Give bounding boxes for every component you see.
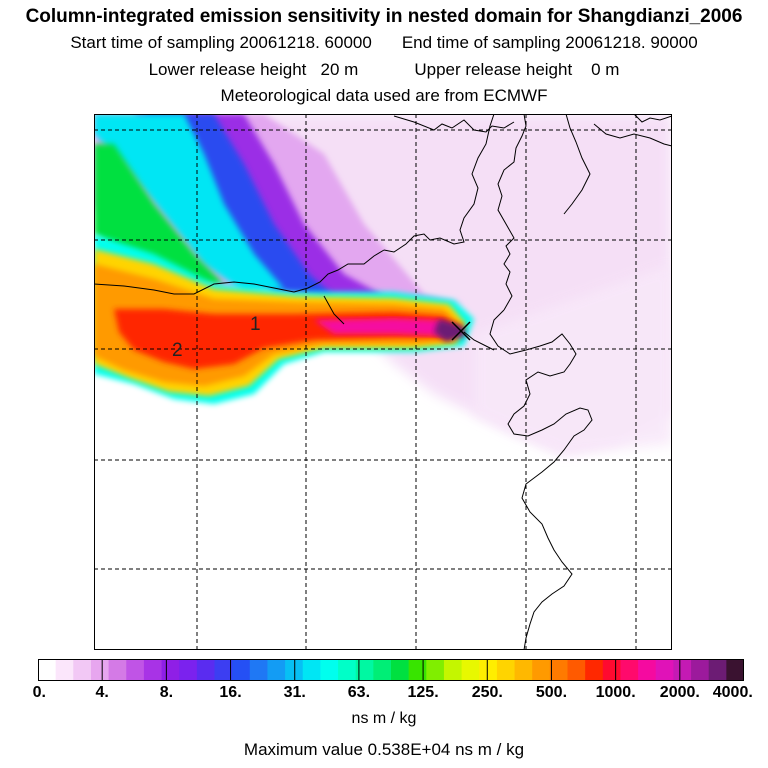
colorbar-tick-label: 31. [283, 684, 306, 701]
release-heights: Lower release height 20 m Upper release h… [0, 60, 768, 80]
colorbar-swatch [638, 659, 657, 681]
colorbar-swatch [214, 659, 233, 681]
colorbar [38, 659, 744, 681]
colorbar-tick-label: 0. [32, 684, 47, 701]
colorbar-ticks: 0. 4. 8. 16. 31. 63. 125. 250. 500. 1000. 2000. 400… [0, 684, 768, 706]
colorbar-swatch [320, 659, 339, 681]
end-time-label: End time of sampling 20061218. 90000 [401, 33, 698, 52]
plume-magenta-core [314, 318, 454, 336]
colorbar-swatch [55, 659, 74, 681]
colorbar-swatch [549, 659, 569, 681]
colorbar-swatch [267, 659, 286, 681]
colorbar-swatch [285, 659, 304, 681]
colorbar-swatch [338, 659, 357, 681]
colorbar-swatch [391, 659, 410, 681]
colorbar-tick-label: 1000. [595, 684, 636, 701]
colorbar-tick-label: 2000. [659, 684, 700, 701]
sensitivity-map: 1 2 [94, 114, 672, 650]
start-time-label: Start time of sampling 20061218. 60000 [70, 33, 372, 52]
plume-dark-core [434, 319, 466, 342]
colorbar-swatch [196, 659, 216, 681]
colorbar-swatch [426, 659, 445, 681]
colorbar-swatch [585, 659, 604, 681]
colorbar-swatch [108, 659, 127, 681]
coastlines [94, 114, 672, 650]
colorbar-frame [38, 659, 744, 681]
colorbar-swatch [708, 659, 727, 681]
colorbar-tick-label: 500. [535, 684, 568, 701]
colorbar-swatch [249, 659, 269, 681]
colorbar-swatch [302, 659, 321, 681]
plot-title: Column-integrated emission sensitivity i… [25, 6, 743, 27]
colorbar-swatch [461, 659, 480, 681]
colorbar-tick-label: 250. [471, 684, 503, 701]
max-value-label: Maximum value 0.538E+04 ns m / kg [243, 740, 525, 759]
colorbar-swatch [496, 659, 516, 681]
colorbar-swatch [143, 659, 163, 681]
colorbar-swatch [673, 659, 692, 681]
colorbar-swatch [726, 659, 744, 681]
colorbar-tick-label: 16. [219, 684, 242, 701]
colorbar-swatch [602, 659, 622, 681]
lower-height-label: Lower release height 20 m [148, 60, 359, 79]
x-marker-icon [451, 321, 471, 341]
colorbar-tick-label: 125. [407, 684, 439, 701]
met-data-label: Meteorological data used are from ECMWF [220, 86, 548, 105]
colorbar-swatch [532, 659, 551, 681]
colorbar-tick-label: 4. [95, 684, 109, 701]
colorbar-swatch [567, 659, 586, 681]
colorbar-swatch [179, 659, 198, 681]
colorbar-swatch [73, 659, 92, 681]
colorbar-swatch [443, 659, 463, 681]
colorbar-swatch [355, 659, 374, 681]
grid-lines [94, 114, 672, 650]
upper-height-label: Upper release height 0 m [414, 60, 620, 79]
colorbar-swatch [620, 659, 639, 681]
colorbar-tick-label: 4000. [712, 684, 753, 701]
colorbar-swatch [408, 659, 427, 681]
colorbar-swatch [38, 659, 57, 681]
colorbar-swatch [514, 659, 533, 681]
colorbar-tick-label: 8. [159, 684, 174, 701]
colorbar-swatch [655, 659, 674, 681]
colorbar-tick-label: 63. [347, 684, 371, 701]
plume-cyan-band [94, 114, 284, 292]
colorbar-swatch [126, 659, 145, 681]
point-label-1: 1 [250, 314, 261, 335]
colorbar-swatch [90, 659, 110, 681]
sampling-times: Start time of sampling 20061218. 60000 En… [0, 33, 768, 53]
point-label-2: 2 [172, 340, 183, 361]
colorbar-units: ns m / kg [351, 710, 417, 727]
colorbar-swatch [232, 659, 251, 681]
colorbar-swatch [373, 659, 392, 681]
colorbar-swatch [161, 659, 180, 681]
colorbar-swatch [479, 659, 498, 681]
colorbar-swatch [691, 659, 710, 681]
